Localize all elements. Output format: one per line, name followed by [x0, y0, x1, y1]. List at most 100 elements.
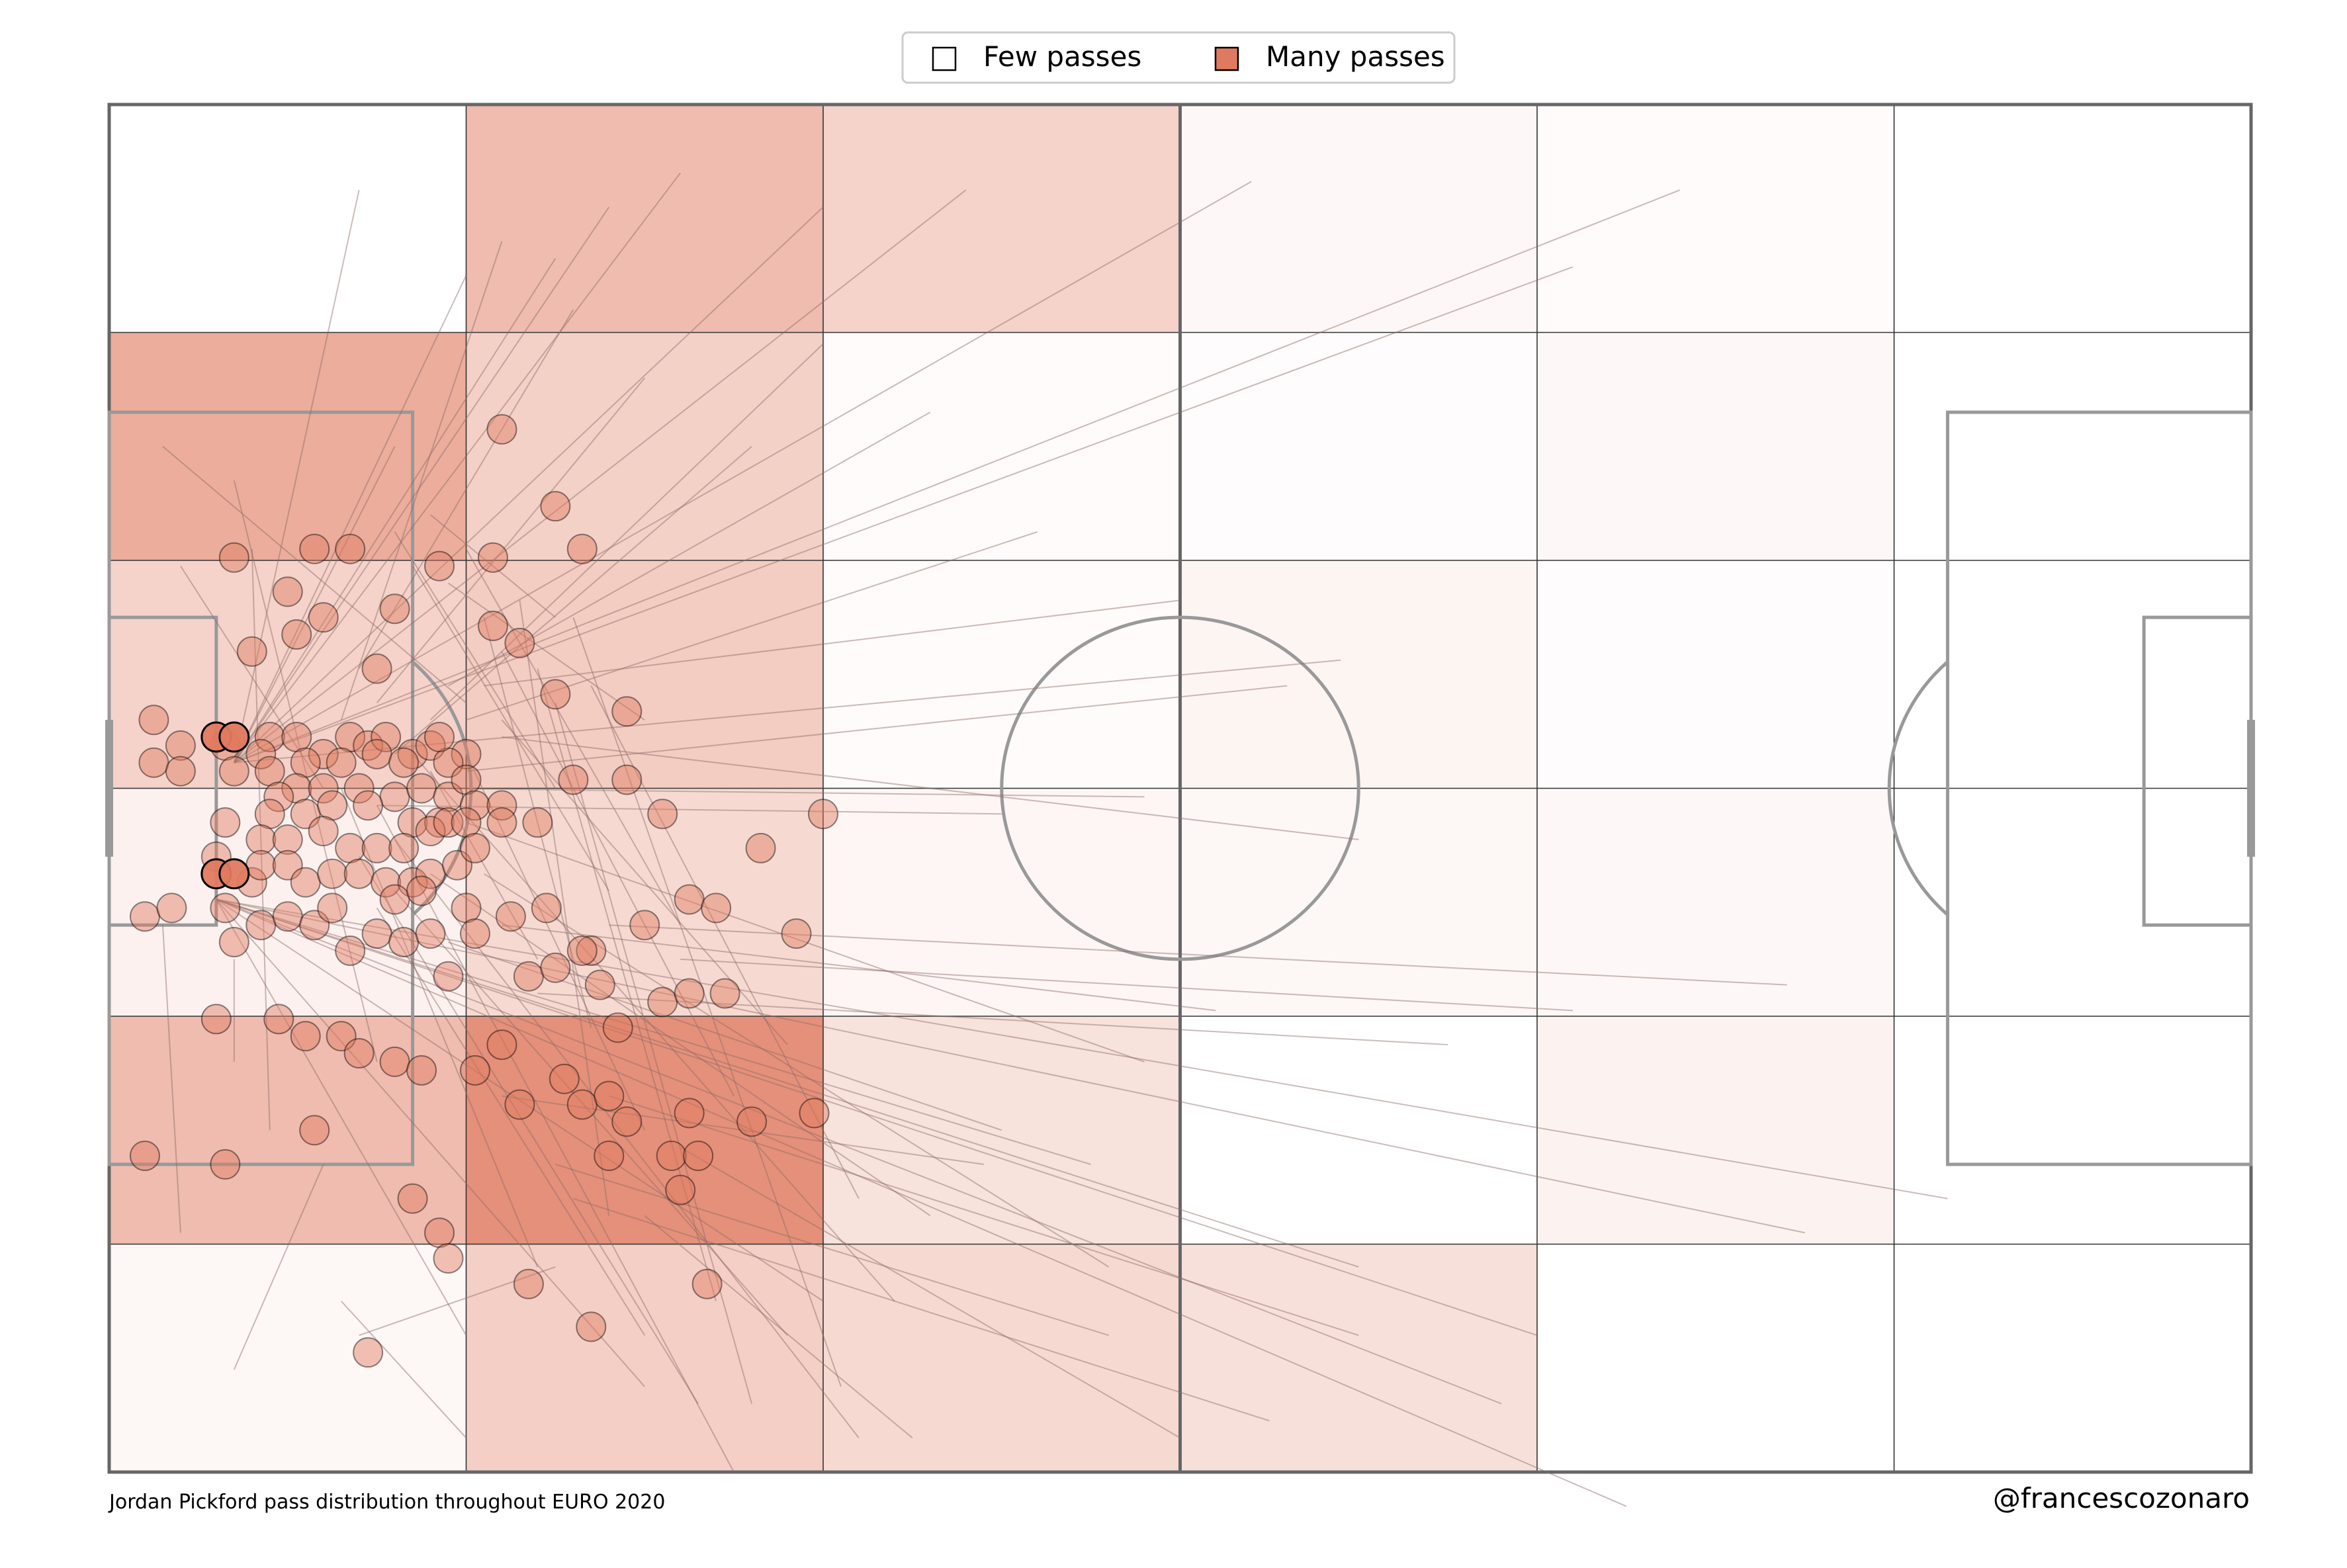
pass-line	[234, 189, 1681, 763]
pass-line	[216, 898, 1627, 1507]
pass-origin-point	[397, 867, 428, 898]
pass-line	[466, 531, 1038, 721]
pass-origin-point	[566, 935, 598, 966]
pass-origin-point	[397, 738, 428, 769]
pass-origin-point	[549, 1063, 580, 1094]
pass-origin-point	[674, 978, 705, 1009]
pass-origin-point	[335, 533, 366, 564]
pass-origin-point	[254, 799, 285, 830]
heatmap-cell	[466, 788, 823, 1016]
pass-origin-point	[486, 790, 517, 821]
pass-origin-point	[236, 636, 267, 667]
pass-line	[644, 1215, 913, 1439]
pass-origin-point	[504, 627, 535, 658]
pass-origin-point	[218, 542, 249, 573]
heatmap-cell	[1537, 1016, 1894, 1244]
heatmap-cell	[466, 1016, 823, 1244]
pass-origin-point	[263, 781, 294, 812]
heatmap-cell	[1180, 788, 1537, 1016]
pass-line	[429, 873, 931, 1217]
pass-line	[233, 206, 610, 763]
pass-origin-point	[745, 832, 776, 863]
pass-line	[502, 736, 1359, 841]
heatmap-cell	[823, 560, 1180, 789]
pass-origin-point	[415, 730, 446, 761]
pass-line	[216, 898, 824, 1302]
pass-line	[465, 548, 682, 926]
pass-origin-point	[424, 807, 455, 838]
left-penalty-arc	[411, 660, 473, 916]
pass-line	[233, 446, 396, 763]
pass-origin-point	[165, 730, 196, 761]
pass-origin-point	[379, 593, 410, 625]
legend-swatch-many	[1214, 46, 1239, 71]
pass-origin-point	[459, 918, 490, 949]
heatmap-cell	[466, 332, 823, 560]
right-penalty-arc	[1887, 660, 1949, 916]
pass-origin-point	[459, 790, 490, 821]
pass-origin-point	[388, 747, 420, 778]
pass-line	[376, 805, 1002, 815]
pass-origin-point	[281, 619, 312, 650]
pass-origin-point	[353, 790, 384, 821]
pass-origin-point	[566, 533, 598, 564]
pass-origin-point	[254, 756, 285, 787]
pass-origin-point	[683, 1141, 714, 1172]
pass-origin-point	[290, 867, 321, 898]
pass-origin-point	[433, 807, 464, 838]
pass-origin-point	[665, 1174, 696, 1205]
pass-origin-point	[477, 611, 508, 642]
heatmap-cell	[109, 105, 466, 333]
pass-line	[465, 754, 646, 1131]
pass-origin-point	[272, 576, 303, 607]
pass-origin-point	[343, 1037, 375, 1068]
pass-origin-point	[353, 1337, 384, 1368]
pass-origin-point	[245, 910, 277, 941]
pass-origin-point	[138, 747, 169, 778]
pass-origin-point	[361, 738, 392, 769]
pass-origin-point	[611, 1106, 642, 1137]
pass-origin-point	[388, 927, 420, 958]
chart-caption: Jordan Pickford pass distribution throug…	[109, 1491, 666, 1514]
pass-origin-point	[379, 884, 410, 915]
pass-origin-point	[442, 849, 473, 881]
pass-origin-point	[611, 764, 642, 795]
pass-origin-point	[129, 1141, 160, 1172]
pass-line	[376, 805, 735, 1473]
heatmap-cell	[1180, 105, 1537, 333]
heatmap-cell	[1894, 1244, 2252, 1473]
pass-origin-point	[343, 858, 375, 889]
pass-origin-point	[647, 799, 678, 830]
heatmap-cell	[1180, 1244, 1537, 1472]
pass-line	[234, 206, 824, 763]
pass-line	[340, 788, 539, 1268]
heatmap-cell	[1180, 560, 1537, 789]
pass-origin-point	[611, 696, 642, 727]
pass-origin-point	[200, 1004, 232, 1035]
pass-origin-point	[647, 986, 678, 1018]
pass-origin-point	[263, 1004, 294, 1035]
pass-origin-point	[656, 1141, 687, 1172]
pass-line	[448, 941, 1002, 1131]
pass-line	[358, 309, 574, 670]
heatmap-cell	[823, 1244, 1180, 1472]
pass-line	[376, 377, 646, 703]
heatmap-cell	[823, 788, 1180, 1016]
heatmap-cell	[1537, 1244, 1894, 1473]
pass-origin-point	[808, 799, 838, 830]
pass-line	[501, 651, 735, 1097]
pass-origin-point	[558, 764, 589, 795]
pass-line	[233, 480, 378, 1063]
legend: Few passes Many passes	[901, 31, 1456, 84]
pass-origin-point	[361, 918, 392, 949]
pass-line	[429, 514, 556, 618]
pass-line	[340, 241, 503, 720]
pass-origin-point	[379, 781, 410, 812]
pass-origin-point	[308, 602, 339, 633]
pass-origin-point	[701, 893, 732, 924]
pass-origin-point-dense	[218, 858, 250, 890]
pass-origin-point	[513, 961, 544, 992]
pass-origin-point	[165, 756, 196, 787]
pass-origin-point	[674, 884, 705, 915]
